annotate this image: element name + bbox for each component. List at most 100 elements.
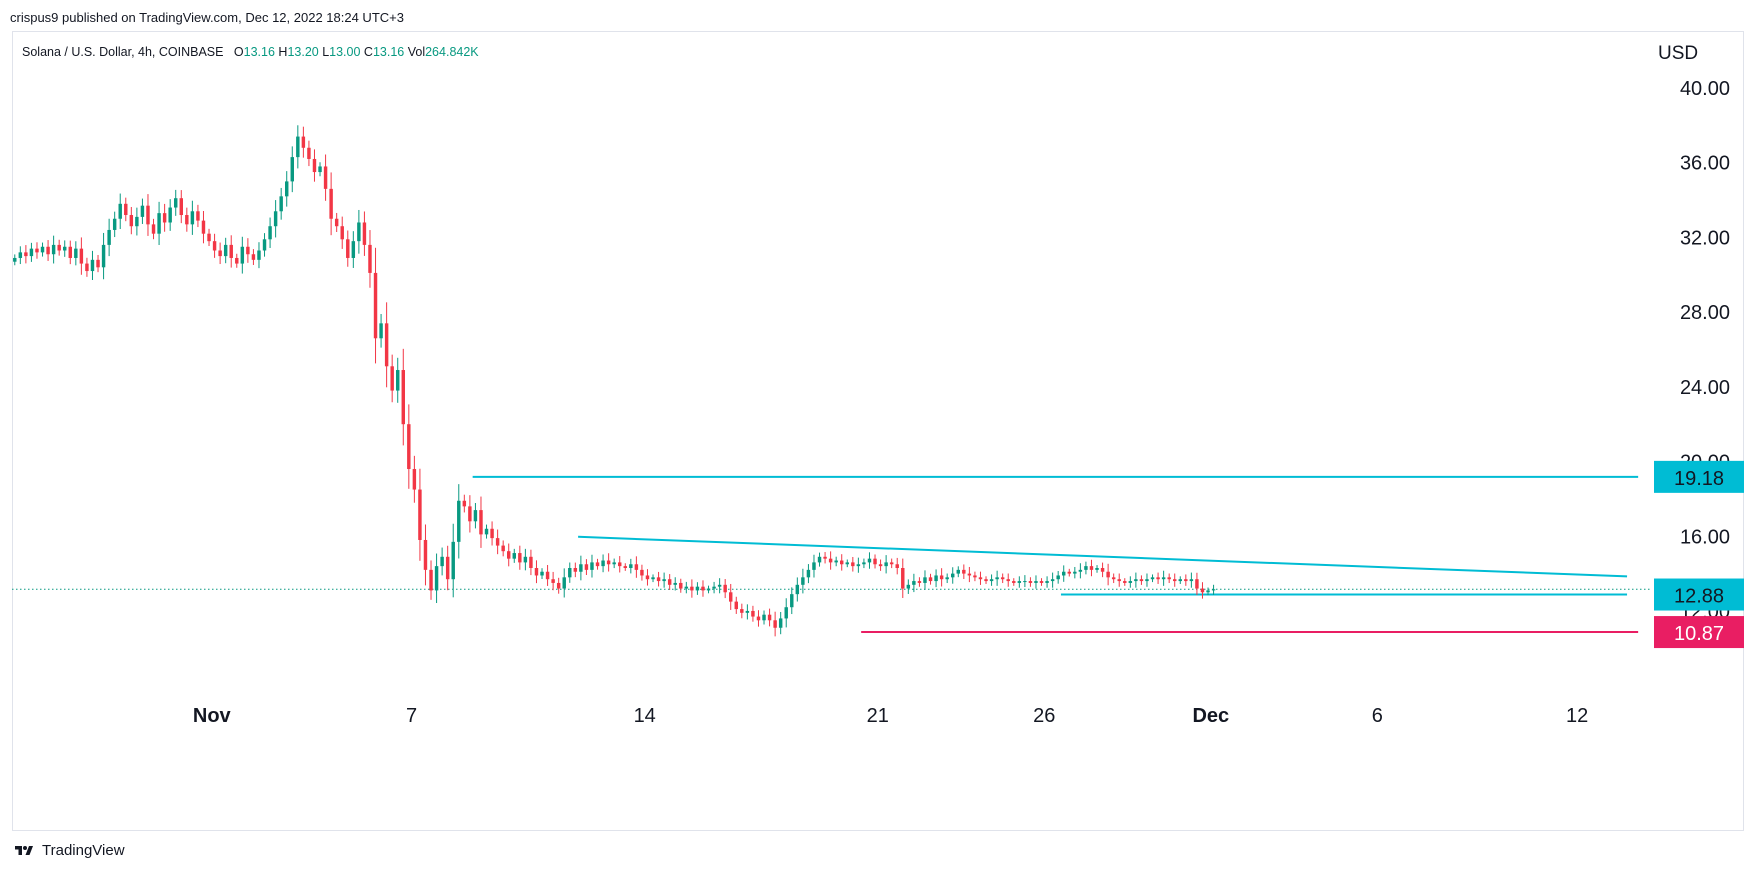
- candle-body: [1106, 571, 1110, 578]
- candle-body: [162, 213, 167, 223]
- low-label: L: [322, 45, 330, 59]
- candle-body: [1045, 581, 1049, 583]
- candle-body: [79, 248, 84, 264]
- candle-body: [1145, 579, 1149, 582]
- y-tick-label: 16.00: [1680, 526, 1730, 548]
- chart-pane[interactable]: [12, 31, 1744, 831]
- candle-body: [656, 577, 661, 582]
- price-label-text: 19.18: [1674, 468, 1724, 490]
- candle-body: [507, 551, 511, 559]
- candle-body: [901, 568, 905, 589]
- candle-body: [545, 571, 550, 580]
- candle-body: [973, 575, 977, 578]
- open-value: 13.16: [243, 45, 275, 59]
- candle-body: [168, 207, 172, 223]
- candle-body: [323, 166, 328, 189]
- published-by-text: crispus9 published on TradingView.com, D…: [10, 10, 404, 25]
- candle-body: [174, 198, 178, 208]
- candle-body: [878, 564, 883, 567]
- candle-body: [318, 166, 322, 173]
- candle-body: [767, 614, 772, 621]
- candle-body: [24, 252, 28, 257]
- candle-body: [307, 147, 311, 159]
- candle-body: [651, 577, 655, 580]
- candle-body: [534, 568, 539, 576]
- candle-body: [895, 564, 899, 568]
- candle-body: [185, 215, 189, 225]
- candle-body: [1117, 579, 1121, 582]
- candle-body: [790, 594, 794, 608]
- candle-body: [1167, 577, 1171, 580]
- candle-body: [379, 323, 383, 339]
- candle-body: [906, 584, 911, 589]
- candle-body: [13, 257, 17, 262]
- candle-body: [1195, 579, 1199, 589]
- candle-body: [96, 259, 100, 268]
- candle-body: [346, 239, 350, 258]
- candle-body: [340, 226, 344, 240]
- candle-body: [1100, 568, 1105, 572]
- currency-label[interactable]: USD: [1658, 43, 1699, 64]
- symbol-legend: Solana / U.S. Dollar, 4h, COINBASE O13.1…: [22, 45, 479, 59]
- candle-body: [351, 241, 356, 258]
- candle-body: [889, 562, 894, 565]
- candle-body: [662, 579, 666, 582]
- candle-body: [1173, 579, 1177, 582]
- candle-body: [285, 181, 289, 197]
- candle-body: [301, 136, 306, 148]
- candle-body: [129, 215, 134, 227]
- candle-body: [1067, 571, 1071, 574]
- candle-body: [190, 211, 195, 225]
- candle-body: [40, 246, 45, 253]
- candle-body: [334, 218, 339, 227]
- candle-body: [873, 558, 877, 565]
- candle-body: [151, 224, 156, 234]
- candle-body: [701, 586, 705, 591]
- candle-body: [1156, 577, 1160, 580]
- candle-body: [845, 562, 849, 565]
- candle-body: [828, 558, 833, 563]
- candle-body: [412, 469, 417, 490]
- candle-body: [679, 582, 683, 589]
- candle-body: [223, 244, 228, 257]
- close-value: 13.16: [372, 45, 405, 59]
- candle-body: [612, 562, 616, 565]
- candle-body: [229, 244, 233, 258]
- candle-body: [956, 569, 960, 574]
- candle-body: [812, 562, 816, 570]
- tradingview-watermark[interactable]: TradingView: [12, 842, 125, 859]
- candle-body: [1095, 568, 1099, 570]
- candle-body: [74, 248, 78, 258]
- candle-body: [423, 539, 428, 570]
- candle-body: [1134, 579, 1138, 582]
- x-tick-label: Dec: [1192, 705, 1229, 727]
- candle-body: [390, 366, 394, 391]
- candle-body: [157, 213, 161, 234]
- candle-body: [396, 370, 400, 391]
- candle-body: [1000, 577, 1005, 580]
- x-tick-label: 12: [1566, 705, 1588, 727]
- tradingview-logo-icon: [15, 845, 33, 855]
- volume-label: Vol: [407, 45, 426, 59]
- candle-body: [712, 586, 716, 589]
- candle-body: [101, 244, 106, 268]
- symbol-title[interactable]: Solana / U.S. Dollar, 4h, COINBASE: [22, 45, 224, 59]
- candle-body: [51, 244, 56, 255]
- candle-body: [762, 614, 766, 621]
- candle-body: [867, 558, 872, 563]
- y-tick-label: 24.00: [1680, 377, 1730, 399]
- candle-body: [579, 564, 583, 572]
- candle-body: [795, 584, 800, 595]
- candle-body: [268, 226, 272, 240]
- candle-body: [312, 158, 317, 173]
- candle-body: [46, 246, 50, 255]
- candle-body: [562, 577, 566, 589]
- candle-body: [745, 610, 750, 613]
- candle-body: [57, 244, 61, 251]
- candle-body: [684, 586, 689, 589]
- candle-body: [451, 541, 455, 580]
- candle-body: [978, 577, 983, 580]
- candle-body: [407, 424, 411, 470]
- y-tick-label: 40.00: [1680, 78, 1730, 100]
